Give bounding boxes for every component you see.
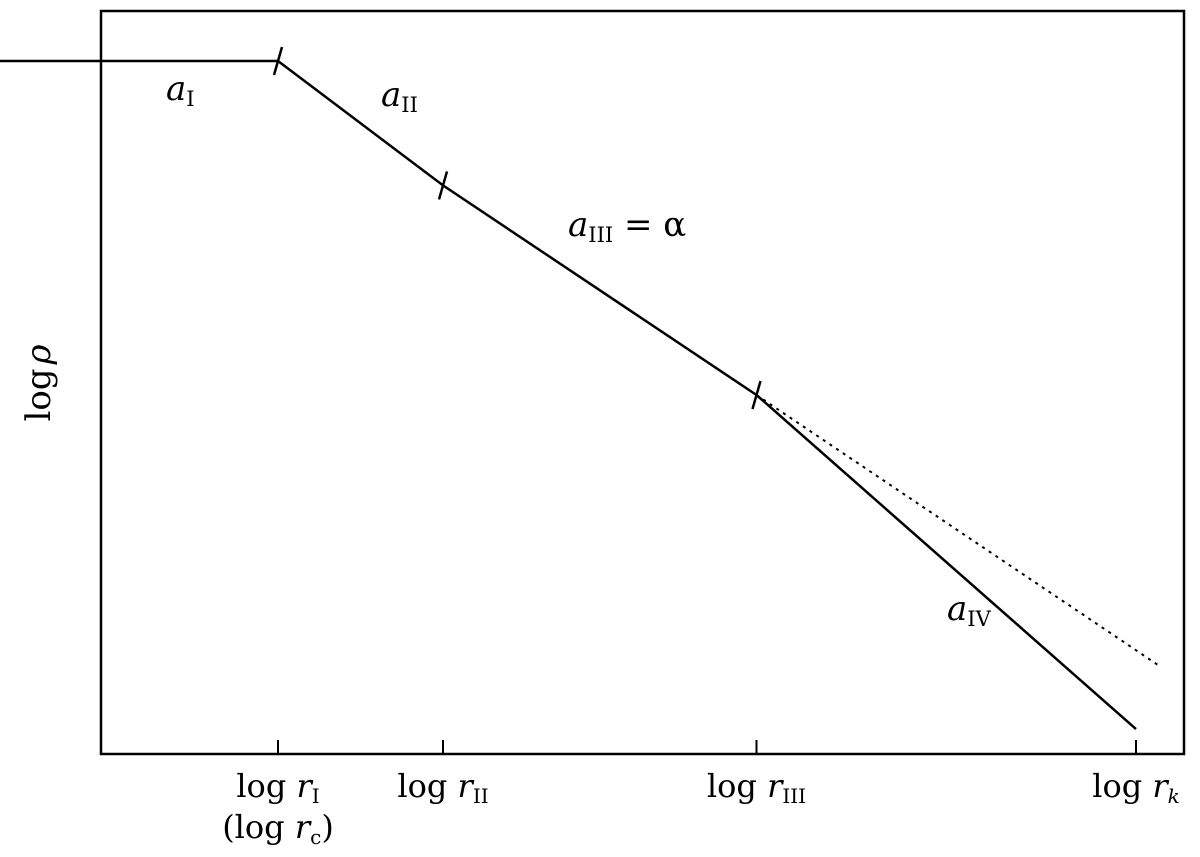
- break-mark-1: [272, 46, 284, 76]
- segment-label-a-i: aI: [166, 69, 195, 111]
- break-marks-layer: [272, 46, 762, 410]
- x-tick-label-1: log rI: [236, 767, 319, 808]
- break-mark-3: [751, 380, 762, 410]
- segment-label-a-iv: aIV: [947, 589, 992, 631]
- y-axis-label-symbol: ρ: [19, 344, 59, 365]
- x-tick-note-1: (log rc): [222, 808, 334, 849]
- extrapolation-dotted-line: [755, 394, 1162, 668]
- segment-label-a-ii: aII: [381, 75, 418, 117]
- segment-label-a-iii: aIII = α: [568, 205, 686, 247]
- x-ticks-layer: log rI(log rc) log rII log rIII log rk: [222, 740, 1180, 849]
- y-axis-label-prefix: log: [19, 368, 59, 421]
- x-tick-label-3: log rIII: [707, 767, 806, 808]
- x-tick-label-2: log rII: [397, 767, 488, 808]
- x-tick-label-4: log rk: [1092, 767, 1180, 808]
- plot-frame: [99, 9, 1186, 756]
- y-axis-label: log ρ: [19, 344, 59, 421]
- break-mark-2: [437, 171, 449, 200]
